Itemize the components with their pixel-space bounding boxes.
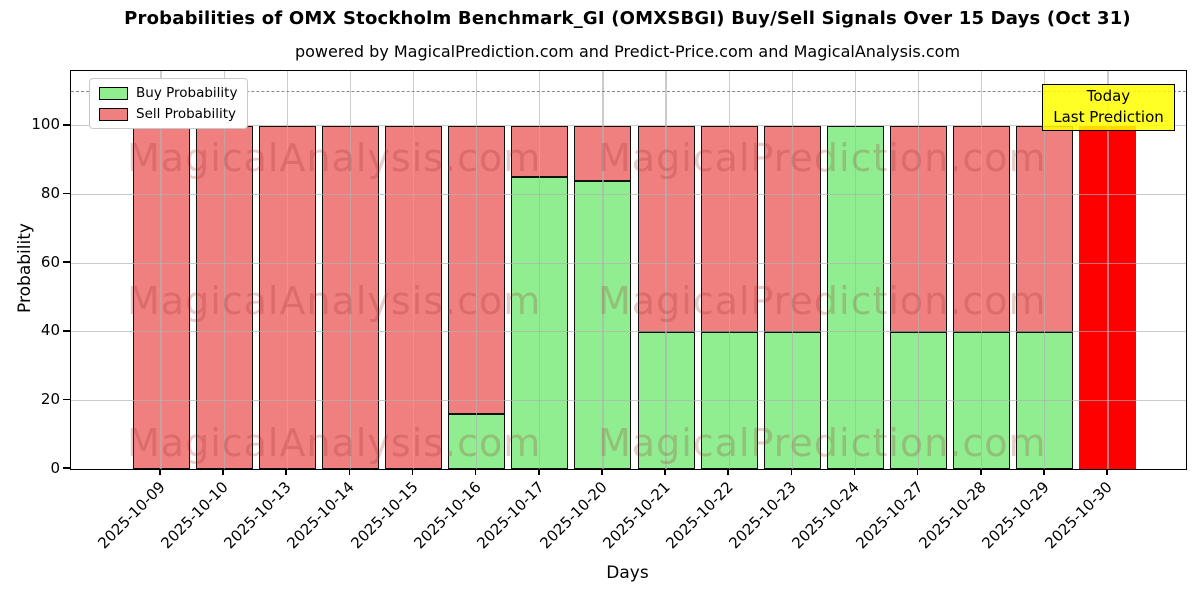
legend: Buy Probability Sell Probability: [89, 78, 249, 129]
gridline-vertical: [349, 71, 351, 469]
gridline-horizontal: [71, 331, 1186, 333]
y-tick-label: 60: [40, 252, 60, 271]
x-tick-mark: [1106, 468, 1108, 475]
today-annotation-line1: Today: [1086, 87, 1131, 105]
y-tick-mark: [63, 398, 70, 401]
gridline-vertical: [728, 71, 730, 469]
y-tick-mark: [63, 467, 70, 469]
chart-title: Probabilities of OMX Stockholm Benchmark…: [124, 8, 1131, 29]
sell-swatch-icon: [99, 107, 128, 121]
gridline-vertical: [854, 71, 857, 469]
gridline-vertical: [539, 71, 541, 469]
legend-label-buy: Buy Probability: [136, 85, 238, 101]
gridline-vertical: [1107, 71, 1109, 469]
gridline-vertical: [1044, 71, 1046, 469]
gridline-vertical: [412, 71, 415, 469]
plot-area: Buy Probability Sell Probability Today L…: [70, 70, 1187, 470]
y-tick-label: 0: [50, 458, 60, 477]
y-tick-label: 100: [31, 115, 60, 134]
gridline-vertical: [476, 71, 478, 469]
x-tick-mark: [790, 468, 793, 475]
today-annotation: Today Last Prediction: [1042, 84, 1175, 131]
y-tick-label: 20: [40, 389, 60, 408]
gridline-vertical: [286, 71, 288, 469]
gridline-vertical: [665, 71, 667, 469]
x-tick-mark: [348, 468, 351, 475]
today-annotation-line2: Last Prediction: [1053, 108, 1164, 126]
x-tick-mark: [285, 468, 288, 475]
x-tick-mark: [979, 468, 982, 475]
chart-subtitle: powered by MagicalPrediction.com and Pre…: [294, 42, 961, 61]
x-tick-mark: [727, 468, 729, 475]
gridline-vertical: [981, 71, 983, 469]
x-tick-mark: [916, 468, 919, 475]
gridline-horizontal: [71, 262, 1186, 264]
y-tick-mark: [63, 261, 70, 263]
gridline-horizontal: [71, 125, 1186, 127]
x-tick-mark: [1043, 468, 1045, 475]
gridline-vertical: [602, 71, 604, 469]
x-tick-mark: [537, 468, 540, 475]
x-tick-mark: [159, 468, 161, 475]
x-tick-mark: [474, 468, 477, 475]
gridline-vertical: [160, 71, 162, 469]
y-tick-label: 80: [40, 184, 60, 203]
legend-item-buy: Buy Probability: [99, 85, 237, 101]
gridline-horizontal: [71, 399, 1186, 401]
gridline-vertical: [917, 71, 920, 469]
legend-label-sell: Sell Probability: [136, 106, 237, 122]
x-tick-mark: [601, 468, 603, 475]
legend-item-sell: Sell Probability: [99, 106, 237, 122]
x-tick-mark: [853, 468, 856, 475]
y-tick-label: 40: [40, 321, 60, 340]
x-tick-mark: [411, 468, 414, 475]
threshold-dashed-line: [71, 90, 1186, 92]
x-tick-mark: [222, 468, 224, 475]
x-axis-label: Days: [606, 563, 649, 583]
gridline-vertical: [223, 71, 225, 469]
y-tick-mark: [63, 192, 70, 195]
y-tick-mark: [63, 329, 70, 332]
gridline-horizontal: [71, 193, 1186, 196]
x-tick-mark: [664, 468, 666, 475]
y-tick-mark: [63, 124, 70, 126]
buy-swatch-icon: [99, 86, 128, 100]
gridline-vertical: [791, 71, 793, 469]
